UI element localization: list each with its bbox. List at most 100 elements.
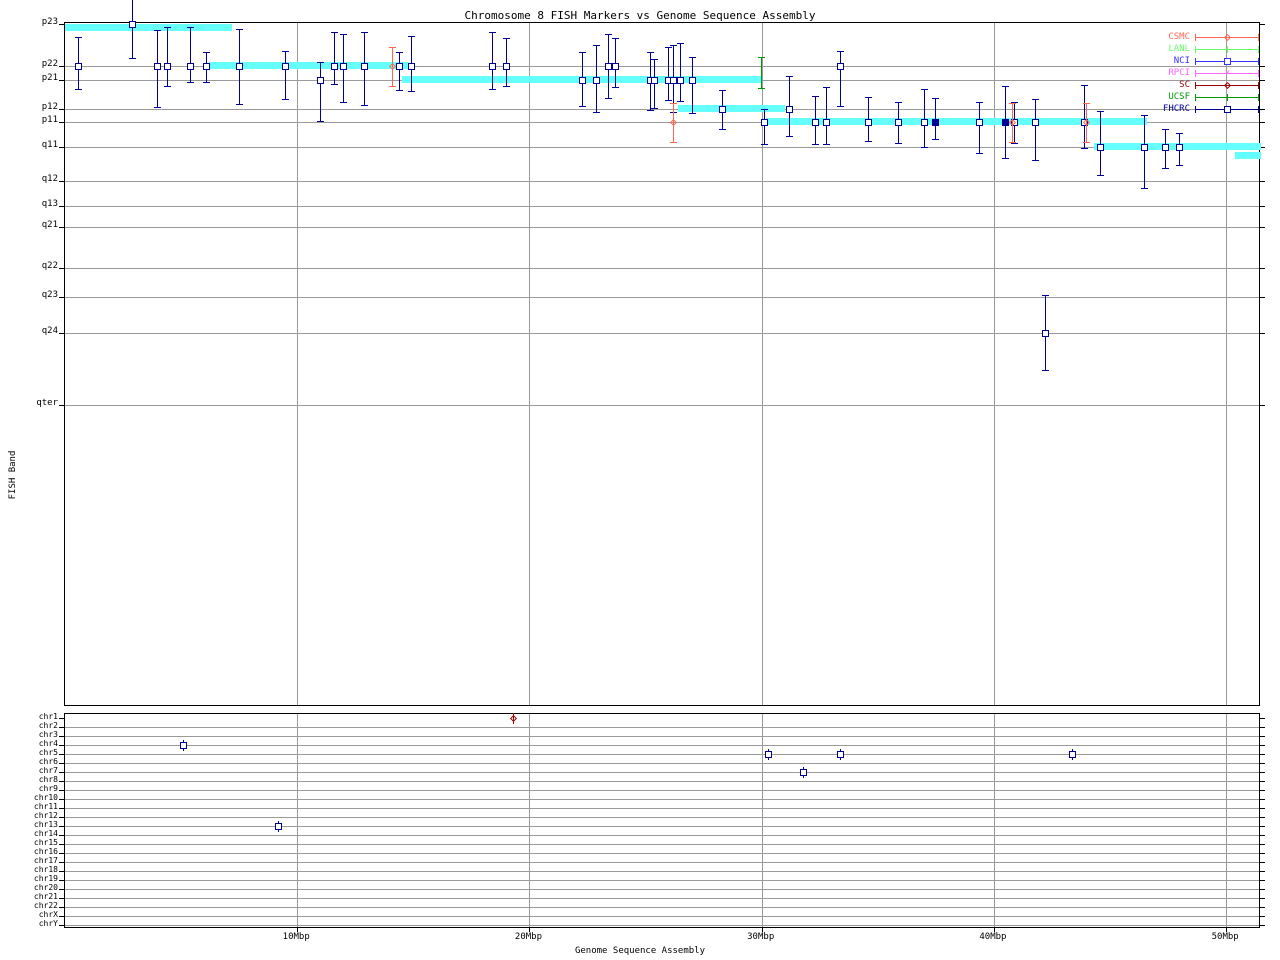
legend-label: CSMC (1168, 32, 1190, 42)
square-marker-icon (1176, 143, 1184, 151)
x-tick-label: 50Mbp (1211, 932, 1239, 942)
axis-tick (59, 925, 65, 926)
axis-tick (1259, 268, 1265, 269)
error-bar-cap (388, 46, 396, 48)
error-bar-cap (282, 50, 290, 52)
error-bar (166, 26, 168, 86)
square-marker-icon (340, 62, 348, 70)
square-marker-icon (395, 62, 403, 70)
legend-item-lanl[interactable]: LANL (1163, 43, 1259, 55)
y-tick-label-p12: p12 (41, 102, 58, 112)
error-bar-cap (407, 90, 415, 92)
error-bar-cap (651, 107, 659, 109)
error-bar-cap (811, 95, 819, 97)
ribbon-segment (1175, 143, 1261, 150)
axis-tick (59, 405, 65, 406)
y-tick-label-chr17: chr17 (33, 856, 58, 865)
error-bar-cap (688, 112, 696, 114)
error-bar-cap (235, 28, 243, 30)
axis-tick (59, 181, 65, 182)
error-bar-cap (920, 88, 928, 90)
square-marker-icon (1224, 57, 1231, 65)
square-marker-icon (593, 76, 601, 84)
legend-swatch (1195, 32, 1259, 43)
diamond-marker-icon (1083, 118, 1091, 126)
error-bar-cap (579, 51, 587, 53)
error-bar-cap (75, 36, 83, 38)
error-bar-cap (1083, 102, 1091, 104)
legend-item-sc[interactable]: SC (1163, 79, 1259, 91)
gridline (65, 763, 1259, 764)
gridline-vertical (529, 714, 530, 927)
gridline (65, 853, 1259, 854)
axis-tick (59, 763, 65, 764)
axis-tick (1259, 745, 1265, 746)
legend-item-csmc[interactable]: CSMC (1163, 31, 1259, 43)
error-bar-cap (1002, 85, 1010, 87)
ribbon-segment (65, 24, 135, 31)
x-axis-tick (994, 927, 995, 932)
legend-line (1195, 69, 1196, 77)
square-marker-icon (163, 62, 171, 70)
ribbon-segment (123, 24, 233, 31)
error-bar-cap (163, 26, 171, 28)
error-bar-cap (786, 135, 794, 137)
error-bar-cap (579, 105, 587, 107)
legend-item-nci[interactable]: NCI (1163, 55, 1259, 67)
error-bar (979, 101, 981, 153)
diamond-marker-icon (669, 118, 677, 126)
gridline-vertical (297, 714, 298, 927)
square-marker-icon (1081, 118, 1088, 126)
error-bar (189, 26, 191, 82)
axis-tick (1259, 405, 1265, 406)
axis-tick (59, 80, 65, 81)
error-bar-cap (316, 120, 324, 122)
y-tick-label-chrX: chrX (38, 910, 58, 919)
x-marker-icon: × (1224, 67, 1231, 78)
marker-symbol (669, 118, 677, 126)
gridline-vertical (1226, 714, 1227, 927)
error-bar-cap (593, 44, 601, 46)
legend-label: UCSF (1168, 92, 1190, 102)
error-bar-cap (361, 31, 369, 33)
error-bar-cap (758, 87, 766, 89)
legend-line (1258, 93, 1259, 101)
y-tick-label-p22: p22 (41, 59, 58, 69)
legend-item-fhcrc[interactable]: FHCRC (1163, 103, 1259, 115)
error-bar-cap (502, 37, 510, 39)
marker-symbol (1223, 33, 1232, 41)
axis-tick (59, 147, 65, 148)
error-bar-cap (837, 105, 845, 107)
legend-line (1258, 105, 1259, 113)
axis-tick (59, 835, 65, 836)
error-bar (333, 31, 335, 84)
axis-tick (59, 817, 65, 818)
marker-symbol (509, 714, 517, 722)
error-bar-cap (665, 46, 673, 48)
square-marker-icon (932, 118, 940, 126)
legend-item-ucsf[interactable]: UCSF (1163, 91, 1259, 103)
x-tick-label: 20Mbp (514, 932, 542, 942)
error-bar (319, 61, 321, 121)
error-bar-cap (186, 81, 194, 83)
gridline (65, 862, 1259, 863)
chart-title: Chromosome 8 FISH Markers vs Genome Sequ… (464, 9, 816, 22)
axis-tick (1259, 147, 1265, 148)
error-bar (761, 56, 763, 88)
error-bar-cap (604, 97, 612, 99)
x-axis-tick (529, 927, 530, 932)
gridline (65, 297, 1259, 298)
y-tick-label-p23: p23 (41, 17, 58, 27)
axis-tick (1259, 862, 1265, 863)
ribbon-segment (401, 76, 576, 83)
error-bar-cap (1009, 102, 1016, 104)
marker-symbol (388, 62, 396, 70)
legend-label: RPCI (1168, 68, 1190, 78)
square-marker-icon (361, 62, 369, 70)
legend-item-rpci[interactable]: RPCI × (1163, 67, 1259, 79)
bar-marker-icon (1227, 45, 1228, 53)
axis-tick (1259, 898, 1265, 899)
square-marker-icon (688, 76, 696, 84)
gridline (65, 907, 1259, 908)
y-tick-label-chr16: chr16 (33, 847, 58, 856)
